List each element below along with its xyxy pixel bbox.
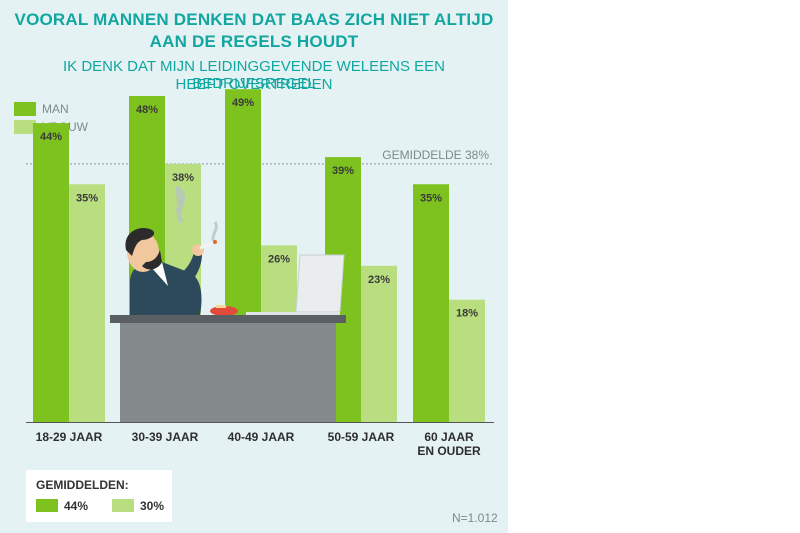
x-tick-label-3: 50-59 JAAR bbox=[328, 430, 395, 444]
chart-subtitle-line-2: HEEFT OVERTREDEN bbox=[175, 76, 333, 93]
bar-label-man-3: 39% bbox=[332, 165, 354, 177]
averages-box: GEMIDDELDEN: 44% 30% bbox=[26, 470, 172, 522]
bar-man-0 bbox=[33, 123, 69, 422]
x-tick-label-1: 30-39 JAAR bbox=[132, 430, 199, 444]
averages-swatch-man bbox=[36, 499, 58, 512]
boss-illustration bbox=[110, 186, 346, 422]
chart-subtitle-line-1: IK DENK DAT MIJN LEIDINGGEVENDE WELEENS … bbox=[62, 58, 446, 92]
bar-label-vrouw-2: 26% bbox=[268, 253, 290, 265]
bar-vrouw-0 bbox=[69, 184, 105, 422]
axis-layer: 18-29 JAAR 30-39 JAAR 40-49 JAAR 50-59 JAAR… bbox=[26, 422, 494, 458]
bar-man-4 bbox=[413, 184, 449, 422]
x-tick-label-2: 40-49 JAAR bbox=[228, 430, 295, 444]
bar-label-vrouw-0: 35% bbox=[76, 192, 98, 204]
averages-value-vrouw: 30% bbox=[140, 499, 165, 513]
x-tick-label-4-0: 60 JAAR bbox=[424, 430, 474, 444]
legend-swatch-man bbox=[14, 102, 36, 116]
averages-value-man: 44% bbox=[64, 499, 89, 513]
bar-vrouw-4 bbox=[449, 299, 485, 422]
average-reference-label: GEMIDDELDE 38% bbox=[382, 148, 489, 162]
x-tick-label-4-1: EN OUDER bbox=[417, 444, 481, 458]
bar-label-man-1: 48% bbox=[136, 104, 158, 116]
bar-label-man-4: 35% bbox=[420, 192, 442, 204]
bar-label-vrouw-1: 38% bbox=[172, 172, 194, 184]
averages-heading: GEMIDDELDEN: bbox=[36, 478, 129, 492]
x-tick-label-0: 18-29 JAAR bbox=[36, 430, 103, 444]
bar-chart: GEMIDDELDE 38% 44% 48% 49% 39% 35% 35% 38% 26% 2… bbox=[26, 89, 494, 458]
legend-label-man: MAN bbox=[42, 102, 69, 116]
chart-title-line-2: AAN DE REGELS HOUDT bbox=[149, 32, 359, 51]
sample-size: N=1.012 bbox=[452, 511, 498, 525]
bar-vrouw-3 bbox=[361, 265, 397, 422]
averages-swatch-vrouw bbox=[112, 499, 134, 512]
chart-title-line-1: VOORAL MANNEN DENKEN DAT BAAS ZICH NIET … bbox=[14, 10, 494, 29]
bar-label-man-2: 49% bbox=[232, 97, 254, 109]
legend-swatch-vrouw bbox=[14, 120, 36, 134]
bar-label-vrouw-3: 23% bbox=[368, 274, 390, 286]
bar-label-man-0: 44% bbox=[40, 131, 62, 143]
bar-label-vrouw-4: 18% bbox=[456, 308, 478, 320]
labels-layer: 44% 48% 49% 39% 35% 35% 38% 26% 23% 18% bbox=[40, 97, 478, 320]
